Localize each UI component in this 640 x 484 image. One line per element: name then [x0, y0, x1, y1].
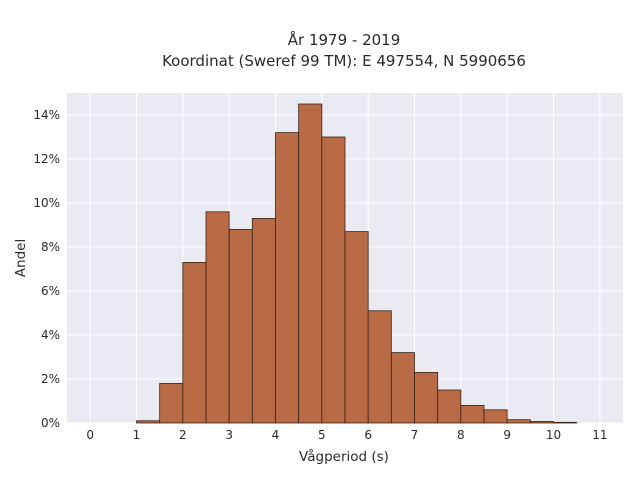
- x-tick-label-5: 5: [318, 428, 326, 442]
- histogram-bar-13: [437, 389, 462, 424]
- x-tick-label-6: 6: [364, 428, 372, 442]
- histogram-bar-11: [390, 352, 415, 424]
- histogram-bar-16: [506, 419, 531, 424]
- histogram-bar-14: [460, 404, 485, 424]
- histogram-bar-1: [159, 382, 184, 424]
- histogram-bar-10: [367, 310, 392, 424]
- histogram-bar-5: [251, 217, 276, 424]
- histogram-bar-12: [414, 371, 439, 424]
- y-tick-label-0: 0%: [41, 416, 60, 430]
- x-tick-label-11: 11: [592, 428, 607, 442]
- histogram-bar-3: [205, 211, 230, 424]
- x-tick-label-1: 1: [133, 428, 141, 442]
- y-tick-label-3: 6%: [41, 284, 60, 298]
- y-tick-label-4: 8%: [41, 240, 60, 254]
- histogram-bar-17: [529, 421, 554, 424]
- y-axis-label: Andel: [13, 239, 29, 277]
- histogram-bar-7: [298, 103, 323, 424]
- y-tick-label-7: 14%: [33, 108, 60, 122]
- histogram-bar-15: [483, 409, 508, 424]
- x-tick-label-8: 8: [457, 428, 465, 442]
- x-tick-label-2: 2: [179, 428, 187, 442]
- histogram-bar-4: [228, 228, 253, 424]
- chart-subtitle: Koordinat (Sweref 99 TM): E 497554, N 59…: [162, 52, 526, 70]
- histogram-bars: [136, 103, 578, 424]
- x-tick-label-10: 10: [546, 428, 561, 442]
- x-tick-label-4: 4: [272, 428, 280, 442]
- y-tick-label-1: 2%: [41, 372, 60, 386]
- x-axis-ticks: 0 1 2 3 4 5 6 7 8 9 10 11: [86, 428, 607, 442]
- histogram-bar-2: [182, 261, 207, 424]
- histogram-bar-8: [321, 136, 346, 424]
- histogram-bar-0: [136, 420, 161, 424]
- histogram-bar-18: [553, 421, 578, 424]
- x-tick-label-9: 9: [503, 428, 511, 442]
- histogram-bar-9: [344, 231, 369, 424]
- x-axis-label: Vågperiod (s): [299, 448, 389, 465]
- y-tick-label-6: 12%: [33, 152, 60, 166]
- chart-title: År 1979 - 2019: [288, 30, 401, 49]
- y-axis-ticks: 0% 2% 4% 6% 8% 10% 12% 14%: [33, 108, 60, 430]
- x-tick-label-0: 0: [86, 428, 94, 442]
- histogram-bar-6: [275, 132, 300, 424]
- x-tick-label-3: 3: [225, 428, 233, 442]
- y-tick-label-5: 10%: [33, 196, 60, 210]
- x-tick-label-7: 7: [411, 428, 419, 442]
- y-tick-label-2: 4%: [41, 328, 60, 342]
